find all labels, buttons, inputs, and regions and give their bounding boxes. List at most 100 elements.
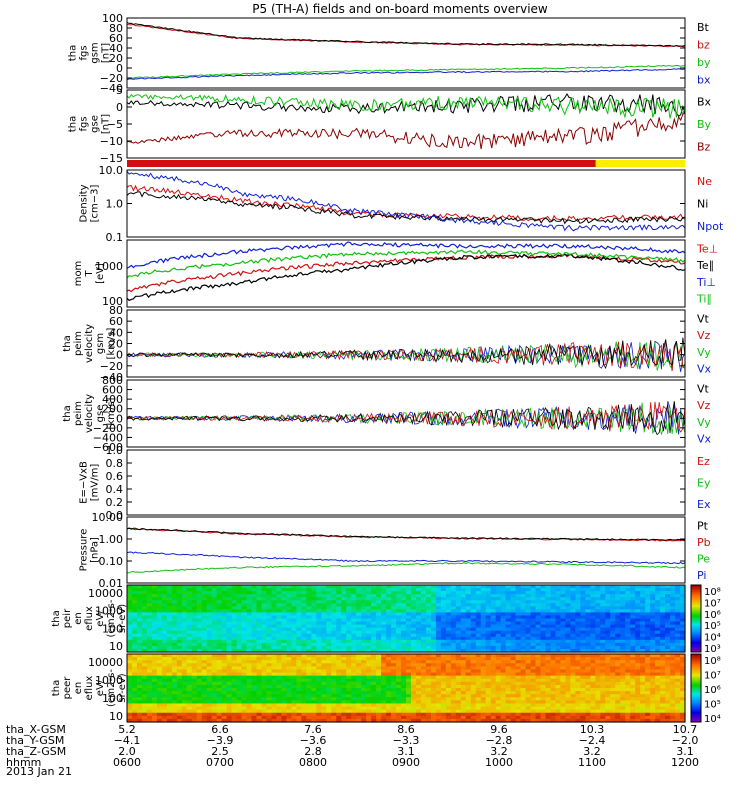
panel-peir-cell bbox=[406, 645, 412, 650]
panel-peir-cell bbox=[525, 636, 532, 641]
panel-peir-cell bbox=[146, 585, 153, 589]
panel-peer-cell bbox=[361, 663, 367, 667]
panel-peir-cell bbox=[291, 600, 297, 604]
panel-peir-cell bbox=[146, 642, 153, 647]
panel-peir-cell bbox=[336, 618, 342, 623]
panel-peir-cell bbox=[341, 615, 347, 620]
panel-peer-cell bbox=[500, 688, 507, 692]
panel-peir-cell bbox=[585, 630, 591, 635]
panel-peir-cell bbox=[435, 588, 442, 592]
panel-peer-cell bbox=[246, 681, 253, 686]
panel-peir-cell bbox=[450, 627, 457, 632]
panel-peir-cell bbox=[196, 624, 203, 629]
panel-peer-cell bbox=[216, 684, 223, 689]
panel-peir-cell bbox=[346, 621, 352, 626]
panel-fgs-gse-tick: −15 bbox=[100, 152, 123, 165]
panel-peir-cell bbox=[366, 612, 372, 617]
panel-peer-cell bbox=[406, 703, 412, 708]
panel-peer-cell bbox=[430, 675, 437, 680]
panel-peer-cell bbox=[460, 684, 467, 689]
panel-peer-cell bbox=[445, 663, 452, 667]
panel-peir-cell bbox=[485, 630, 492, 635]
panel-peer-cell bbox=[166, 718, 173, 723]
panel-peir-cell bbox=[391, 597, 397, 601]
panel-peir-cell bbox=[326, 648, 332, 653]
panel-peer-cell bbox=[256, 703, 263, 708]
panel-peir-cell bbox=[311, 609, 317, 614]
panel-peer-cell bbox=[346, 709, 352, 714]
panel-peer-cell bbox=[445, 660, 452, 664]
panel-peir-cell bbox=[620, 612, 626, 617]
panel-peir-cell bbox=[535, 618, 542, 623]
panel-peer-cell bbox=[171, 706, 178, 711]
panel-peer-cell bbox=[470, 654, 477, 658]
panel-peir-cell bbox=[271, 621, 278, 626]
panel-peir-cell bbox=[560, 633, 567, 638]
panel-peer-cell bbox=[600, 663, 606, 667]
panel-peer-cell bbox=[136, 657, 143, 661]
panel-peir-cell bbox=[640, 609, 646, 614]
panel-peir-cell bbox=[301, 588, 307, 592]
panel-peer-cell bbox=[156, 712, 163, 717]
panel-peir-cell bbox=[401, 618, 407, 623]
panel-peer-cell bbox=[410, 694, 417, 698]
panel-fgs-gse-ylabel: tha fgs gse [nT] bbox=[68, 114, 112, 134]
panel-peer-cell bbox=[500, 654, 507, 658]
panel-peir-cell bbox=[615, 624, 621, 629]
panel-peer-cell bbox=[475, 700, 482, 705]
panel-peer-cell bbox=[181, 694, 188, 698]
panel-peir-cell bbox=[660, 603, 666, 607]
panel-peer-cell bbox=[301, 684, 307, 689]
panel-peir-cell bbox=[485, 603, 492, 607]
panel-peir-cell bbox=[241, 612, 248, 617]
panel-peer-cell bbox=[261, 697, 268, 701]
panel-peer-cell bbox=[196, 691, 203, 695]
panel-peir-cell bbox=[675, 609, 681, 614]
panel-peer-cell bbox=[415, 703, 422, 708]
panel-peer-cell bbox=[201, 709, 208, 714]
panel-peer-cell bbox=[161, 660, 168, 664]
panel-peir-cell bbox=[271, 615, 278, 620]
panel-peir-cell bbox=[366, 615, 372, 620]
panel-peer-cell bbox=[510, 688, 517, 692]
panel-peir-cell bbox=[381, 600, 387, 604]
panel-peer-cell bbox=[181, 684, 188, 689]
panel-peir-cell bbox=[585, 594, 591, 598]
panel-peir-cell bbox=[276, 645, 283, 650]
panel-peir-cell bbox=[271, 636, 278, 641]
panel-peer-cell bbox=[515, 703, 522, 708]
panel-peir-cell bbox=[460, 603, 467, 607]
panel-peir-cell bbox=[246, 621, 253, 626]
panel-peer-cell bbox=[406, 712, 412, 717]
panel-peer-cell bbox=[136, 709, 143, 714]
panel-peer-cell bbox=[440, 703, 447, 708]
panel-peer-cell bbox=[246, 697, 253, 701]
panel-peer-cell bbox=[261, 706, 268, 711]
panel-peir-cell bbox=[236, 648, 243, 653]
panel-peer-cell bbox=[296, 697, 302, 701]
panel-peir-cell bbox=[376, 636, 382, 641]
panel-peer-cell bbox=[281, 709, 288, 714]
panel-peer-cell bbox=[326, 684, 332, 689]
panel-peir-cell bbox=[226, 585, 233, 589]
panel-peer-cell bbox=[560, 700, 567, 705]
panel-peir-cell bbox=[336, 642, 342, 647]
panel-peir-cell bbox=[480, 585, 487, 589]
panel-temperature-frame bbox=[126, 239, 686, 308]
panel-peer-cell bbox=[326, 694, 332, 698]
panel-peir-cell bbox=[515, 594, 522, 598]
panel-peer-cell bbox=[166, 691, 173, 695]
panel-peir-cell bbox=[670, 636, 676, 641]
panel-peer-cell bbox=[490, 669, 497, 674]
panel-peer-cell bbox=[166, 666, 173, 671]
panel-peir-cell bbox=[191, 630, 198, 635]
panel-peer-cell bbox=[366, 675, 372, 680]
panel-peir-cell bbox=[291, 612, 297, 617]
panel-peir-cell bbox=[525, 588, 532, 592]
panel-peer-cell bbox=[246, 666, 253, 671]
panel-peer-cell bbox=[131, 718, 138, 723]
panel-peir-cell bbox=[201, 630, 208, 635]
panel-peer-cell bbox=[396, 703, 402, 708]
panel-peer-cell bbox=[435, 688, 442, 692]
panel-peer-cell bbox=[391, 675, 397, 680]
